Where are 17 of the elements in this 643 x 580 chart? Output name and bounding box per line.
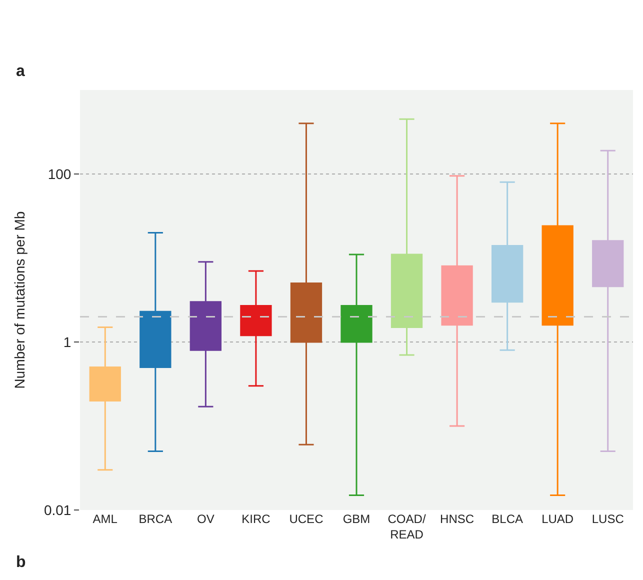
text: a <box>16 63 25 80</box>
y-axis-title: Number of mutations per Mb <box>12 211 28 389</box>
x-tick-label: AML <box>92 512 118 526</box>
x-tick-label: LUAD <box>542 512 574 526</box>
y-tick-label: 0.01 <box>44 502 72 518</box>
x-tick-label: COAD/ READ <box>388 512 426 542</box>
x-tick-label: GBM <box>342 512 370 526</box>
x-tick-label: HNSC <box>440 512 474 526</box>
x-tick-label: UCEC <box>289 512 324 526</box>
x-tick-label: BLCA <box>492 512 523 526</box>
text: b <box>16 554 26 571</box>
y-tick-label: 1 <box>63 334 72 350</box>
x-tick-label: OV <box>197 512 214 526</box>
x-tick-label: BRCA <box>138 512 172 526</box>
x-tick-label: LUSC <box>592 512 624 526</box>
x-tick-label: KIRC <box>242 512 271 526</box>
y-tick-label: 100 <box>48 166 72 182</box>
